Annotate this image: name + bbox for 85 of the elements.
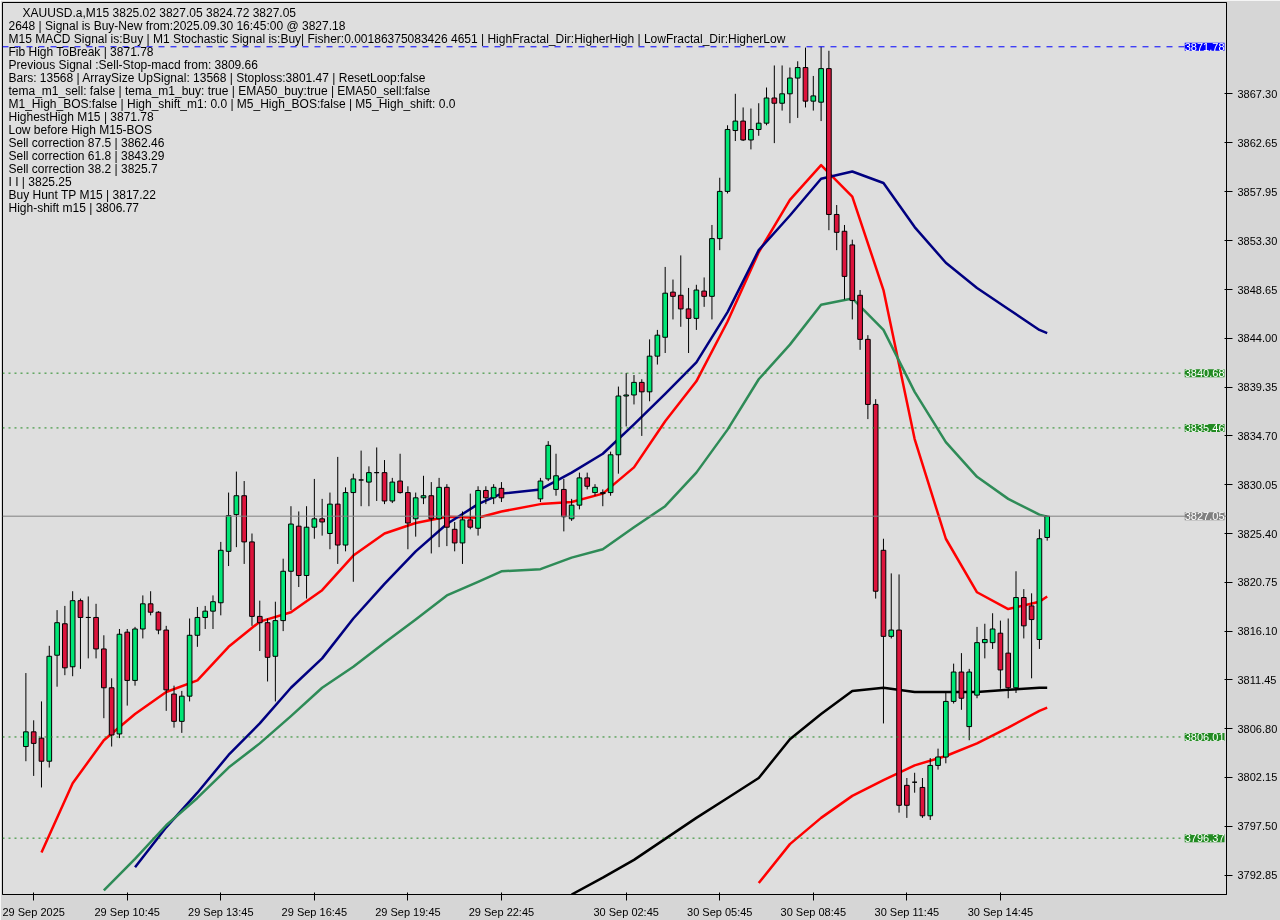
annotation: I I | 3825.25 xyxy=(8,174,72,189)
candlestick xyxy=(210,594,216,630)
candlestick xyxy=(428,481,435,554)
y-tick-label: 3830.05 xyxy=(1237,478,1278,491)
candlestick xyxy=(147,590,154,616)
candlestick xyxy=(935,748,941,771)
candlestick xyxy=(623,372,630,427)
x-tick-label: 29 Sep 16:45 xyxy=(281,905,348,918)
y-tick-label: 3848.65 xyxy=(1237,283,1278,296)
candlestick xyxy=(202,605,209,630)
y-tick-label: 3834.70 xyxy=(1237,429,1278,442)
x-tick-label: 29 Sep 2025 xyxy=(2,905,65,918)
line-series xyxy=(102,297,1049,892)
annotation: 2648 | Signal is Buy-New from:2025.09.30 16:45:00 @ 3827.18 xyxy=(8,18,346,33)
candlestick xyxy=(740,106,746,142)
candlestick xyxy=(810,75,817,112)
candlestick xyxy=(568,498,575,522)
candlestick xyxy=(638,378,645,437)
candlestick xyxy=(537,477,544,503)
annotation: High-shift m15 | 3806.77 xyxy=(8,200,140,215)
y-tick-label: 3792.85 xyxy=(1237,869,1278,882)
x-tick-label: 29 Sep 22:45 xyxy=(468,905,535,918)
candlestick xyxy=(155,610,162,635)
candlestick xyxy=(888,572,895,639)
ref-line-label: 3806.01 xyxy=(1184,730,1225,743)
x-tick-label: 30 Sep 14:45 xyxy=(967,905,1034,918)
y-tick-label: 3839.35 xyxy=(1237,381,1278,394)
candlestick xyxy=(467,493,474,530)
x-tick-label: 30 Sep 02:45 xyxy=(593,905,659,918)
candlestick xyxy=(366,465,372,507)
candlestick xyxy=(592,483,598,497)
y-tick-label: 3811.45 xyxy=(1237,673,1277,686)
y-tick-label: 3853.30 xyxy=(1237,234,1278,247)
y-tick-label: 3816.10 xyxy=(1237,625,1278,638)
ref-line-label: 3840.68 xyxy=(1184,367,1225,380)
annotation: Sell correction 61.8 | 3843.29 xyxy=(8,148,165,163)
candlestick xyxy=(670,279,676,320)
candlestick xyxy=(483,485,489,505)
annotation: Buy Hunt TP M15 | 3817.22 xyxy=(8,187,157,202)
candlestick xyxy=(194,606,201,648)
y-tick-label: 3825.40 xyxy=(1237,527,1278,540)
y-tick-label: 3802.15 xyxy=(1237,771,1278,784)
y-tick-label: 3857.95 xyxy=(1237,185,1278,198)
x-tick-label: 30 Sep 08:45 xyxy=(780,905,847,918)
candlestick xyxy=(319,498,325,537)
annotation: Previous Signal :Sell-Stop-macd from: 3809.66 xyxy=(8,57,259,72)
candlestick xyxy=(311,478,318,540)
y-tick-label: 3844.00 xyxy=(1237,332,1278,345)
y-tick-label: 3862.65 xyxy=(1237,136,1278,149)
y-tick-label: 3806.80 xyxy=(1237,722,1278,735)
y-tick-label: 3820.75 xyxy=(1237,576,1278,589)
candlestick xyxy=(794,60,801,119)
x-tick-label: 29 Sep 10:45 xyxy=(94,905,160,918)
candlestick xyxy=(981,623,988,659)
candlestick xyxy=(904,777,910,819)
x-tick-label: 29 Sep 13:45 xyxy=(188,905,254,918)
ref-line-label: 3835.46 xyxy=(1184,421,1225,434)
annotation: tema_m1_sell: false | tema_m1_buy: true | EMA50_buy:true | EMA50_sell:false xyxy=(8,83,431,98)
candlestick xyxy=(748,107,754,150)
y-tick-label: 3797.50 xyxy=(1237,820,1278,833)
candlestick xyxy=(631,374,637,405)
candlestick xyxy=(553,453,559,497)
candlestick xyxy=(1044,515,1051,542)
candlestick xyxy=(677,254,684,328)
candlestick xyxy=(779,64,785,112)
candlestick xyxy=(701,276,707,308)
x-tick-label: 29 Sep 19:45 xyxy=(375,905,441,918)
candlestick xyxy=(412,492,419,538)
ref-line-label: 3796.37 xyxy=(1184,832,1225,845)
x-tick-label: 30 Sep 11:45 xyxy=(874,905,940,918)
line-series xyxy=(757,706,1049,885)
chart-title: XAUUSD.a,M15 3825.02 3827.05 3824.72 3827.05 xyxy=(22,5,297,20)
candlestick xyxy=(256,600,263,652)
y-tick-label: 3867.30 xyxy=(1237,87,1278,100)
ref-line-label: 3871.78 xyxy=(1184,40,1225,53)
ref-line-label: 3827.05 xyxy=(1184,510,1225,523)
annotation: Sell correction 38.2 | 3825.7 xyxy=(8,161,159,176)
candlestick xyxy=(23,672,29,762)
candlestick xyxy=(233,471,240,548)
candlestick xyxy=(350,473,357,583)
candlestick xyxy=(397,453,403,495)
candlestick xyxy=(787,67,793,124)
candlestick xyxy=(654,329,661,366)
candlestick xyxy=(755,102,762,137)
x-tick-label: 30 Sep 05:45 xyxy=(687,905,753,918)
